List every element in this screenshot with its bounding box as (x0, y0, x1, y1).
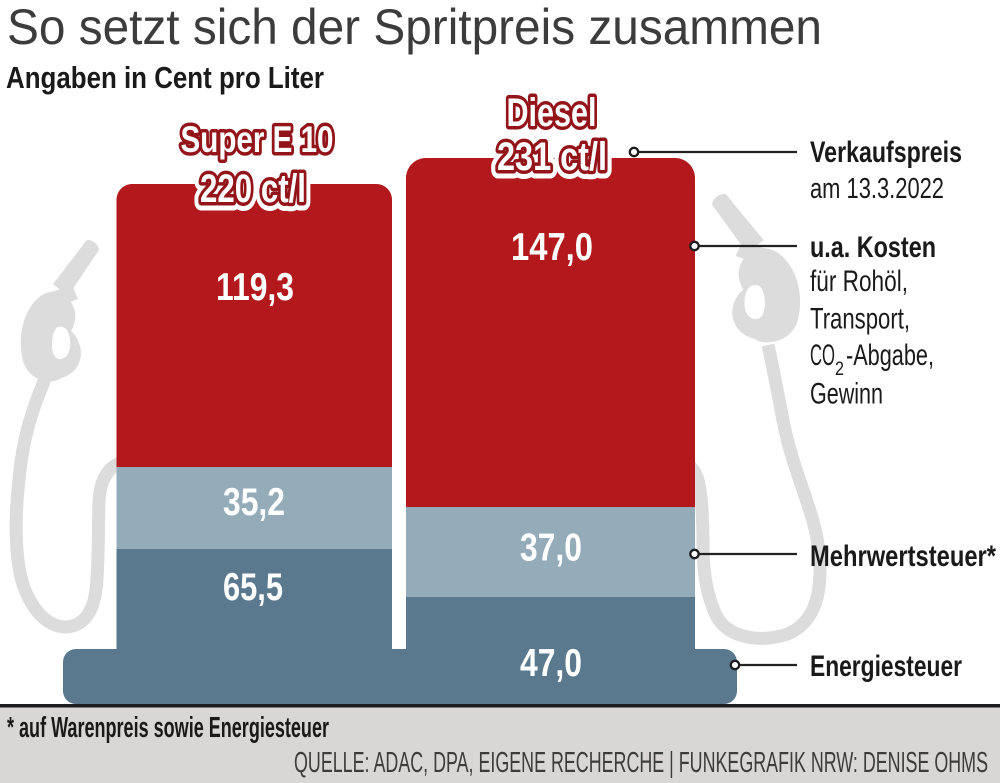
svg-text:119,3: 119,3 (216, 266, 294, 309)
svg-text:So setzt sich der Spritpreis z: So setzt sich der Spritpreis zusammen (7, 0, 822, 55)
svg-text:35,2: 35,2 (223, 481, 285, 524)
svg-text:QUELLE: ADAC, DPA, EIGENE RECH: QUELLE: ADAC, DPA, EIGENE RECHERCHE | FU… (294, 747, 988, 779)
svg-text:CO: CO (810, 339, 835, 372)
svg-text:220 ct/l: 220 ct/l (200, 167, 306, 211)
svg-text:* auf Warenpreis sowie Energie: * auf Warenpreis sowie Energiesteuer (7, 712, 329, 744)
svg-text:Transport,: Transport, (810, 303, 910, 336)
svg-text:231 ct/l: 231 ct/l (497, 135, 607, 179)
svg-text:65,5: 65,5 (223, 566, 283, 609)
svg-text:Super E 10: Super E 10 (181, 119, 334, 160)
svg-text:Diesel: Diesel (507, 91, 597, 135)
svg-text:Gewinn: Gewinn (810, 378, 883, 411)
svg-text:Mehrwertsteuer*: Mehrwertsteuer* (810, 540, 996, 573)
svg-text:220 ct/l: 220 ct/l (200, 167, 306, 211)
svg-text:u.a. Kosten: u.a. Kosten (810, 231, 936, 264)
svg-text:2: 2 (835, 359, 844, 380)
svg-text:Angaben in Cent pro Liter: Angaben in Cent pro Liter (6, 60, 324, 95)
svg-text:37,0: 37,0 (520, 527, 582, 570)
svg-text:für Rohöl,: für Rohöl, (810, 265, 908, 298)
svg-text:47,0: 47,0 (520, 642, 582, 685)
svg-text:Verkaufspreis: Verkaufspreis (810, 136, 962, 169)
svg-text:147,0: 147,0 (511, 226, 593, 269)
svg-text:am 13.3.2022: am 13.3.2022 (810, 173, 944, 205)
svg-text:231 ct/l: 231 ct/l (497, 135, 607, 179)
svg-text:-Abgabe,: -Abgabe, (846, 339, 934, 372)
svg-text:Super E 10: Super E 10 (181, 119, 334, 160)
svg-text:Energiesteuer: Energiesteuer (810, 650, 962, 683)
svg-text:Diesel: Diesel (507, 91, 597, 135)
